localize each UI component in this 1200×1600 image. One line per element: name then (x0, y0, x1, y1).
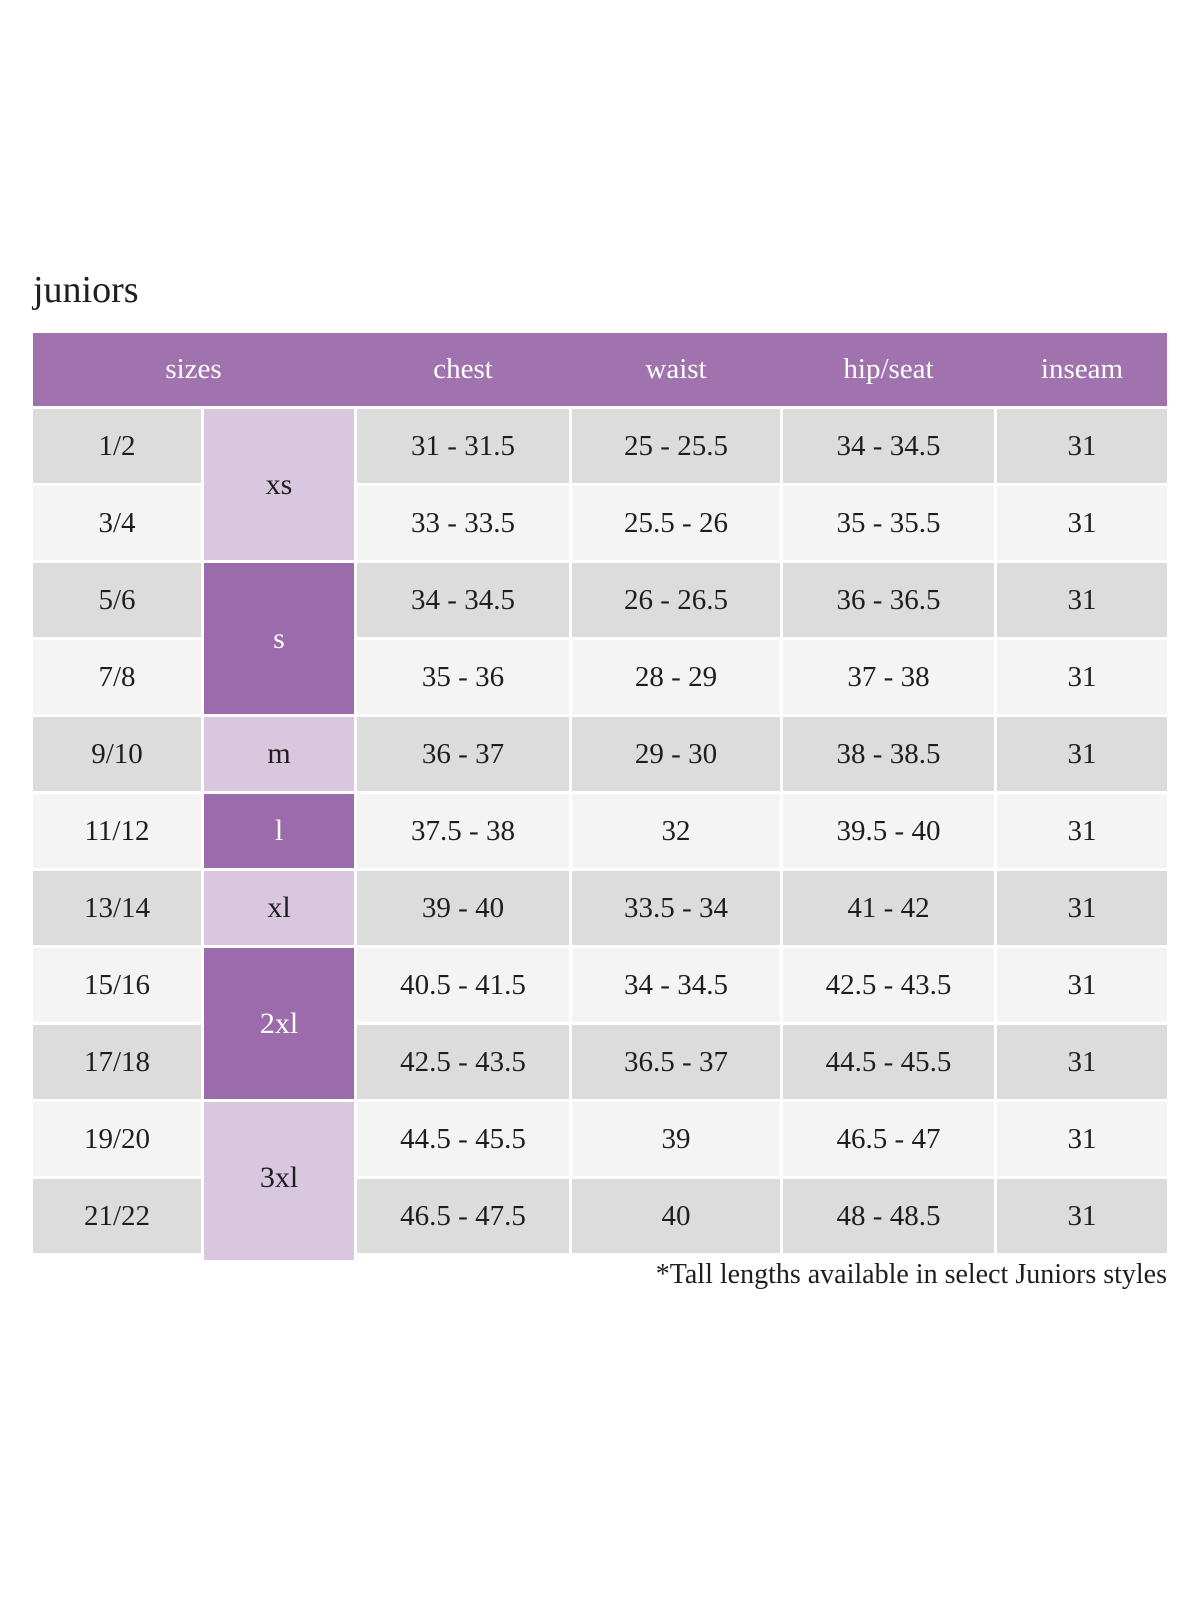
column-header-chest: chest (433, 353, 493, 385)
chest-cell: 46.5 - 47.5 (357, 1179, 569, 1253)
waist-cell: 39 (572, 1102, 780, 1176)
waist-cell: 36.5 - 37 (572, 1025, 780, 1099)
inseam-cell: 31 (997, 409, 1167, 483)
size-cell: 21/22 (33, 1179, 201, 1253)
column-header-inseam: inseam (1040, 353, 1124, 385)
hip-seat-cell: 48 - 48.5 (783, 1179, 994, 1253)
size-cell: 9/10 (33, 717, 201, 791)
hip-seat-cell: 42.5 - 43.5 (783, 948, 994, 1022)
inseam-cell: 31 (997, 486, 1167, 560)
size-group-cell-m: m (204, 717, 354, 791)
waist-cell: 33.5 - 34 (572, 871, 780, 945)
tall-lengths-footnote: *Tall lengths available in select Junior… (655, 1259, 1167, 1290)
hip-seat-cell: 46.5 - 47 (783, 1102, 994, 1176)
chest-cell: 42.5 - 43.5 (357, 1025, 569, 1099)
size-group-cell-l: l (204, 794, 354, 868)
inseam-cell: 31 (997, 871, 1167, 945)
waist-cell: 25.5 - 26 (572, 486, 780, 560)
size-cell: 13/14 (33, 871, 201, 945)
waist-cell: 32 (572, 794, 780, 868)
chest-cell: 39 - 40 (357, 871, 569, 945)
waist-cell: 25 - 25.5 (572, 409, 780, 483)
inseam-cell: 31 (997, 1179, 1167, 1253)
inseam-cell: 31 (997, 794, 1167, 868)
size-cell: 17/18 (33, 1025, 201, 1099)
inseam-cell: 31 (997, 1102, 1167, 1176)
table-header-row: sizes chest waist hip/seat inseam (33, 333, 1167, 406)
chest-cell: 40.5 - 41.5 (357, 948, 569, 1022)
size-cell: 7/8 (33, 640, 201, 714)
juniors-size-table: sizes chest waist hip/seat inseam 1/2 31 … (33, 333, 1167, 1260)
chest-cell: 34 - 34.5 (357, 563, 569, 637)
size-group-cell-3xl: 3xl (204, 1102, 354, 1260)
inseam-cell: 31 (997, 640, 1167, 714)
chest-cell: 31 - 31.5 (357, 409, 569, 483)
size-group-cell-xs: xs (204, 409, 354, 560)
size-group-cell-s: s (204, 563, 354, 714)
waist-cell: 40 (572, 1179, 780, 1253)
chest-cell: 35 - 36 (357, 640, 569, 714)
chest-cell: 33 - 33.5 (357, 486, 569, 560)
column-header-hip-seat: hip/seat (843, 353, 934, 385)
inseam-cell: 31 (997, 948, 1167, 1022)
waist-cell: 29 - 30 (572, 717, 780, 791)
chest-cell: 44.5 - 45.5 (357, 1102, 569, 1176)
column-header-waist: waist (645, 353, 707, 385)
waist-cell: 26 - 26.5 (572, 563, 780, 637)
waist-cell: 28 - 29 (572, 640, 780, 714)
inseam-cell: 31 (997, 1025, 1167, 1099)
hip-seat-cell: 36 - 36.5 (783, 563, 994, 637)
size-cell: 11/12 (33, 794, 201, 868)
hip-seat-cell: 39.5 - 40 (783, 794, 994, 868)
inseam-cell: 31 (997, 717, 1167, 791)
size-cell: 3/4 (33, 486, 201, 560)
hip-seat-cell: 37 - 38 (783, 640, 994, 714)
hip-seat-cell: 44.5 - 45.5 (783, 1025, 994, 1099)
size-cell: 19/20 (33, 1102, 201, 1176)
column-header-sizes: sizes (165, 353, 222, 385)
page-title: juniors (33, 269, 139, 311)
inseam-cell: 31 (997, 563, 1167, 637)
hip-seat-cell: 35 - 35.5 (783, 486, 994, 560)
size-group-cell-xl: xl (204, 871, 354, 945)
waist-cell: 34 - 34.5 (572, 948, 780, 1022)
hip-seat-cell: 38 - 38.5 (783, 717, 994, 791)
size-group-cell-2xl: 2xl (204, 948, 354, 1099)
size-cell: 1/2 (33, 409, 201, 483)
hip-seat-cell: 41 - 42 (783, 871, 994, 945)
hip-seat-cell: 34 - 34.5 (783, 409, 994, 483)
size-cell: 5/6 (33, 563, 201, 637)
chest-cell: 37.5 - 38 (357, 794, 569, 868)
size-cell: 15/16 (33, 948, 201, 1022)
chest-cell: 36 - 37 (357, 717, 569, 791)
